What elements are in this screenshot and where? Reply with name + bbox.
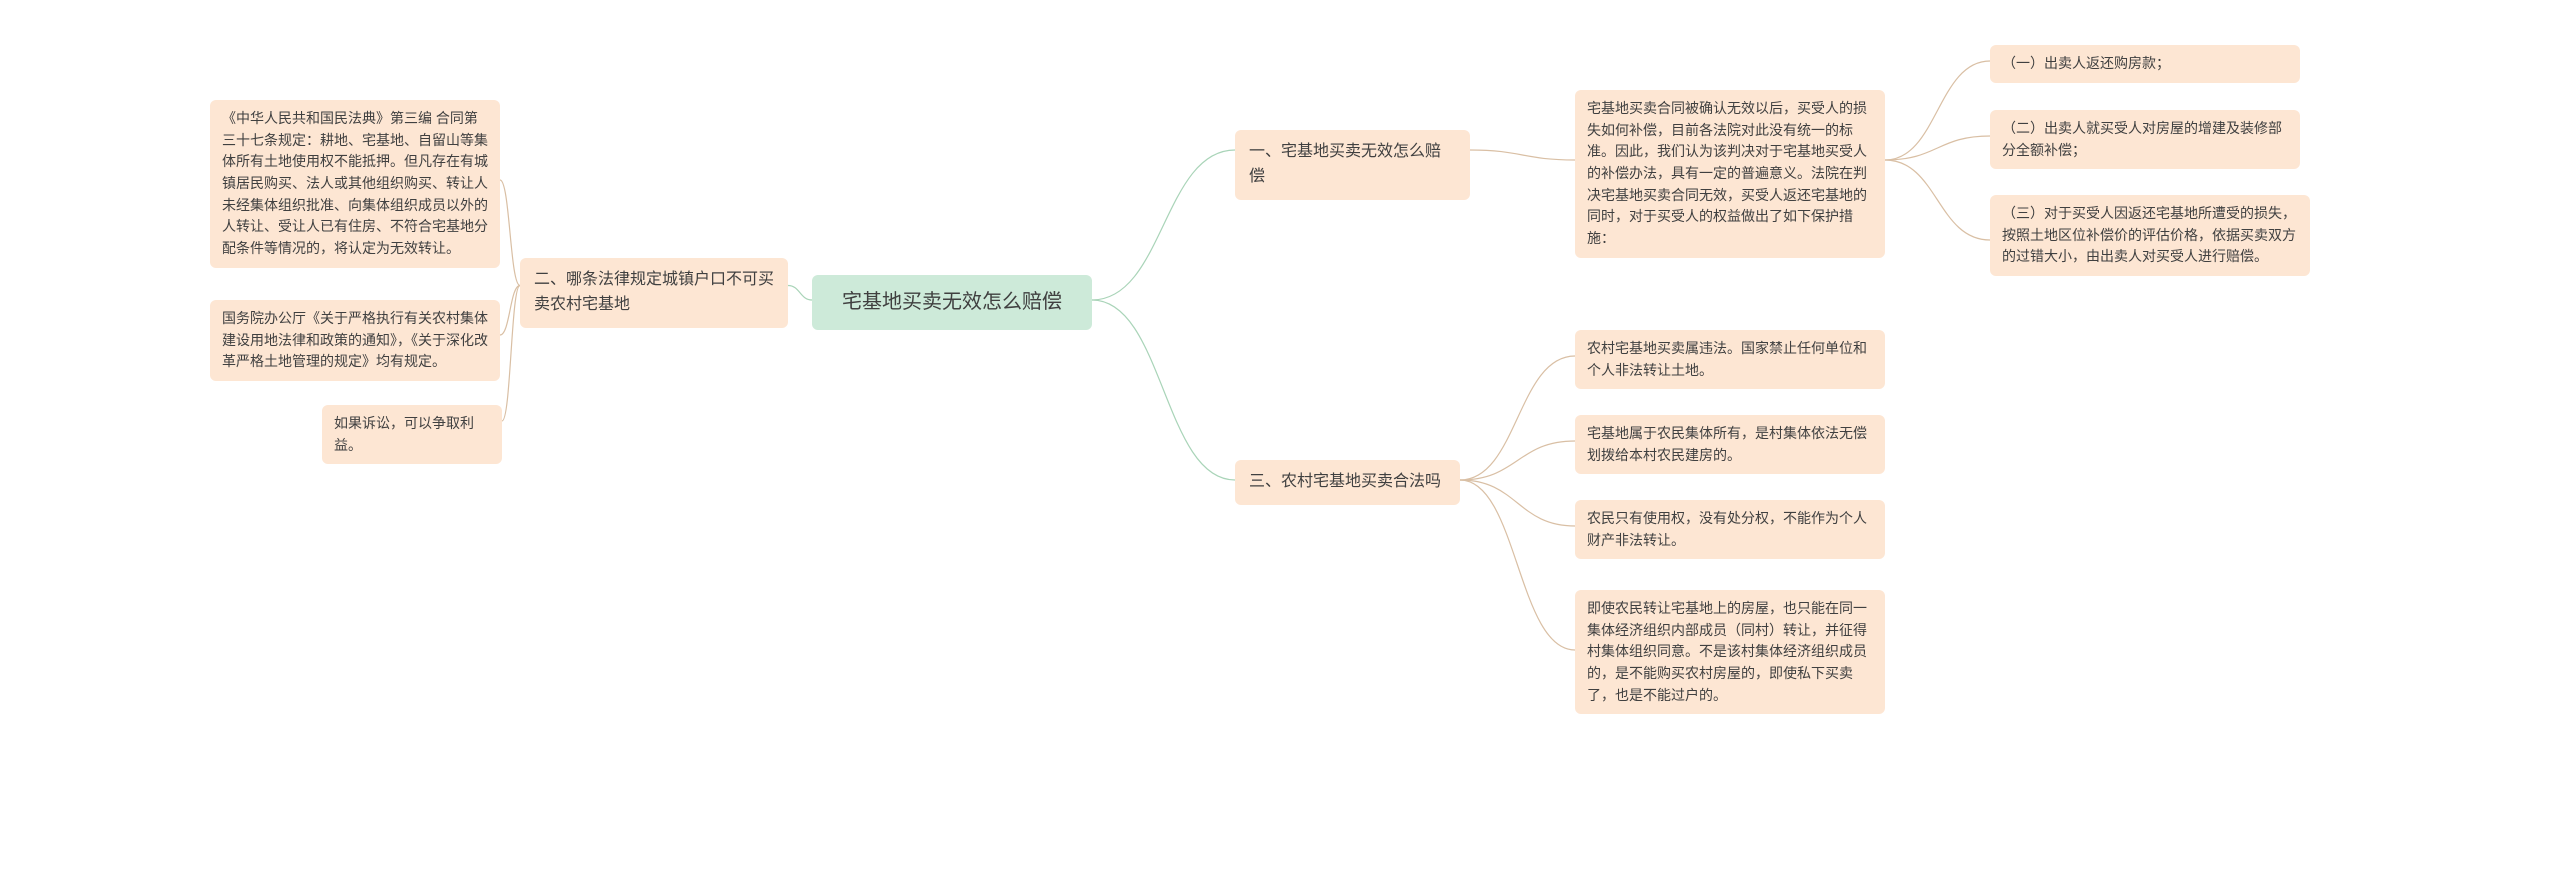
leaf-node-b1l1c: （三）对于买受人因返还宅基地所遭受的损失，按照土地区位补偿价的评估价格，依据买卖…: [1990, 195, 2310, 276]
leaf-node-b2l3: 如果诉讼，可以争取利益。: [322, 405, 502, 464]
branch-node-b3: 三、农村宅基地买卖合法吗: [1235, 460, 1460, 505]
branch-node-b2: 二、哪条法律规定城镇户口不可买卖农村宅基地: [520, 258, 788, 328]
root-node: 宅基地买卖无效怎么赔偿: [812, 275, 1092, 330]
branch-node-b1: 一、宅基地买卖无效怎么赔偿: [1235, 130, 1470, 200]
leaf-node-b2l2: 国务院办公厅《关于严格执行有关农村集体建设用地法律和政策的通知》，《关于深化改革…: [210, 300, 500, 381]
leaf-node-b3l4: 即使农民转让宅基地上的房屋，也只能在同一集体经济组织内部成员（同村）转让，并征得…: [1575, 590, 1885, 714]
leaf-node-b3l1: 农村宅基地买卖属违法。国家禁止任何单位和个人非法转让土地。: [1575, 330, 1885, 389]
leaf-node-b1l1a: （一）出卖人返还购房款；: [1990, 45, 2300, 83]
mindmap-canvas: 宅基地买卖无效怎么赔偿 一、宅基地买卖无效怎么赔偿 宅基地买卖合同被确认无效以后，买…: [0, 0, 2560, 891]
leaf-node-b3l3: 农民只有使用权，没有处分权，不能作为个人财产非法转让。: [1575, 500, 1885, 559]
leaf-node-b2l1: 《中华人民共和国民法典》第三编 合同第三十七条规定：耕地、宅基地、自留山等集体所…: [210, 100, 500, 268]
leaf-node-b1l1: 宅基地买卖合同被确认无效以后，买受人的损失如何补偿，目前各法院对此没有统一的标准…: [1575, 90, 1885, 258]
leaf-node-b3l2: 宅基地属于农民集体所有，是村集体依法无偿划拨给本村农民建房的。: [1575, 415, 1885, 474]
leaf-node-b1l1b: （二）出卖人就买受人对房屋的增建及装修部分全额补偿；: [1990, 110, 2300, 169]
